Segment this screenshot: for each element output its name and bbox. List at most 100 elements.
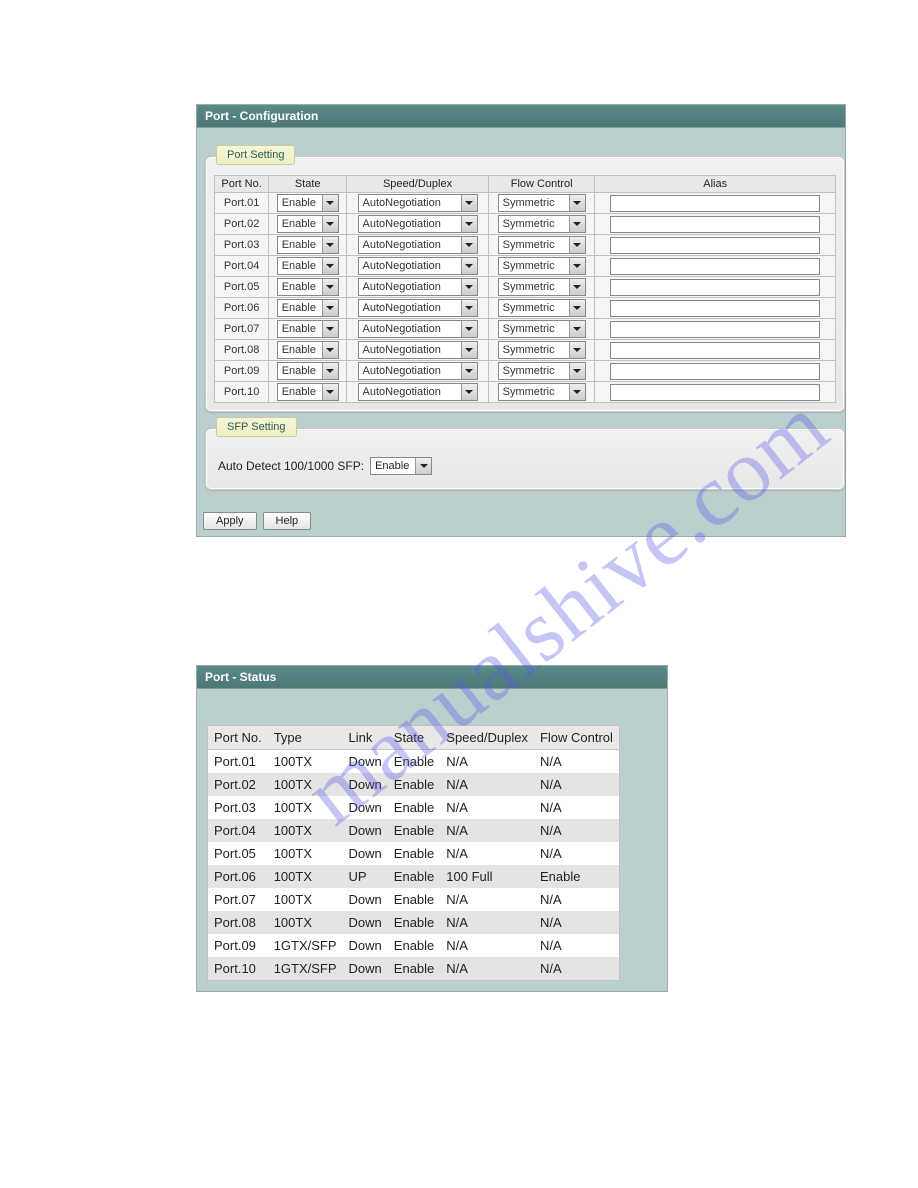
chevron-down-icon bbox=[461, 216, 477, 232]
state-select[interactable]: Enable bbox=[277, 383, 339, 401]
alias-input[interactable] bbox=[610, 300, 820, 317]
alias-input[interactable] bbox=[610, 258, 820, 275]
status-speed-duplex: N/A bbox=[440, 957, 534, 981]
alias-input[interactable] bbox=[610, 363, 820, 380]
speed-duplex-select[interactable]: AutoNegotiation bbox=[358, 341, 478, 359]
state-select[interactable]: Enable bbox=[277, 236, 339, 254]
speed-value: AutoNegotiation bbox=[359, 195, 461, 211]
chevron-down-icon bbox=[569, 384, 585, 400]
status-row: Port.04100TXDownEnableN/AN/A bbox=[208, 819, 620, 842]
alias-input[interactable] bbox=[610, 384, 820, 401]
status-flow-control: N/A bbox=[534, 750, 619, 774]
state-value: Enable bbox=[278, 195, 322, 211]
flow-control-select[interactable]: Symmetric bbox=[498, 362, 586, 380]
status-speed-duplex: N/A bbox=[440, 842, 534, 865]
speed-value: AutoNegotiation bbox=[359, 300, 461, 316]
flow-control-select[interactable]: Symmetric bbox=[498, 299, 586, 317]
state-select[interactable]: Enable bbox=[277, 299, 339, 317]
speed-duplex-select[interactable]: AutoNegotiation bbox=[358, 362, 478, 380]
state-value: Enable bbox=[278, 237, 322, 253]
state-select[interactable]: Enable bbox=[277, 257, 339, 275]
status-state: Enable bbox=[388, 934, 440, 957]
alias-input[interactable] bbox=[610, 195, 820, 212]
alias-input[interactable] bbox=[610, 216, 820, 233]
status-link: Down bbox=[343, 773, 388, 796]
apply-button[interactable]: Apply bbox=[203, 512, 257, 530]
col-flow-control: Flow Control bbox=[488, 176, 595, 193]
port-setting-row: Port.05EnableAutoNegotiationSymmetric bbox=[215, 277, 836, 298]
status-type: 100TX bbox=[268, 842, 343, 865]
col-speed-duplex: Speed/Duplex bbox=[347, 176, 489, 193]
flow-value: Symmetric bbox=[499, 363, 569, 379]
status-flow-control: N/A bbox=[534, 934, 619, 957]
port-configuration-panel: Port - Configuration Port Setting Port N… bbox=[196, 104, 846, 537]
speed-duplex-select[interactable]: AutoNegotiation bbox=[358, 236, 478, 254]
speed-value: AutoNegotiation bbox=[359, 237, 461, 253]
flow-control-select[interactable]: Symmetric bbox=[498, 215, 586, 233]
port-setting-row: Port.06EnableAutoNegotiationSymmetric bbox=[215, 298, 836, 319]
speed-duplex-select[interactable]: AutoNegotiation bbox=[358, 299, 478, 317]
flow-control-select[interactable]: Symmetric bbox=[498, 341, 586, 359]
status-port-no: Port.10 bbox=[208, 957, 268, 981]
speed-duplex-select[interactable]: AutoNegotiation bbox=[358, 383, 478, 401]
status-state: Enable bbox=[388, 957, 440, 981]
port-setting-row: Port.10EnableAutoNegotiationSymmetric bbox=[215, 382, 836, 403]
state-select[interactable]: Enable bbox=[277, 320, 339, 338]
flow-control-select[interactable]: Symmetric bbox=[498, 320, 586, 338]
alias-input[interactable] bbox=[610, 279, 820, 296]
state-value: Enable bbox=[278, 384, 322, 400]
state-select[interactable]: Enable bbox=[277, 278, 339, 296]
speed-duplex-select[interactable]: AutoNegotiation bbox=[358, 257, 478, 275]
status-type: 100TX bbox=[268, 773, 343, 796]
alias-input[interactable] bbox=[610, 321, 820, 338]
flow-control-select[interactable]: Symmetric bbox=[498, 278, 586, 296]
speed-duplex-select[interactable]: AutoNegotiation bbox=[358, 320, 478, 338]
status-type: 1GTX/SFP bbox=[268, 934, 343, 957]
flow-control-select[interactable]: Symmetric bbox=[498, 257, 586, 275]
chevron-down-icon bbox=[322, 321, 338, 337]
status-speed-duplex: N/A bbox=[440, 888, 534, 911]
status-state: Enable bbox=[388, 888, 440, 911]
sfp-setting-fieldset: SFP Setting Auto Detect 100/1000 SFP: En… bbox=[205, 428, 845, 490]
state-select[interactable]: Enable bbox=[277, 194, 339, 212]
button-row: Apply Help bbox=[197, 508, 845, 536]
sfp-select[interactable]: Enable bbox=[370, 457, 432, 475]
status-flow-control: Enable bbox=[534, 865, 619, 888]
flow-control-select[interactable]: Symmetric bbox=[498, 383, 586, 401]
status-col-speed-duplex: Speed/Duplex bbox=[440, 726, 534, 750]
port-no-cell: Port.03 bbox=[215, 235, 269, 256]
speed-duplex-select[interactable]: AutoNegotiation bbox=[358, 278, 478, 296]
state-value: Enable bbox=[278, 216, 322, 232]
help-button[interactable]: Help bbox=[263, 512, 312, 530]
speed-duplex-select[interactable]: AutoNegotiation bbox=[358, 194, 478, 212]
port-status-table: Port No. Type Link State Speed/Duplex Fl… bbox=[207, 725, 620, 981]
status-col-flow-control: Flow Control bbox=[534, 726, 619, 750]
state-select[interactable]: Enable bbox=[277, 341, 339, 359]
status-port-no: Port.09 bbox=[208, 934, 268, 957]
chevron-down-icon bbox=[569, 279, 585, 295]
state-value: Enable bbox=[278, 258, 322, 274]
chevron-down-icon bbox=[569, 237, 585, 253]
state-select[interactable]: Enable bbox=[277, 215, 339, 233]
speed-value: AutoNegotiation bbox=[359, 279, 461, 295]
status-speed-duplex: N/A bbox=[440, 796, 534, 819]
status-flow-control: N/A bbox=[534, 819, 619, 842]
chevron-down-icon bbox=[461, 237, 477, 253]
alias-input[interactable] bbox=[610, 237, 820, 254]
status-link: Down bbox=[343, 750, 388, 774]
speed-duplex-select[interactable]: AutoNegotiation bbox=[358, 215, 478, 233]
status-flow-control: N/A bbox=[534, 911, 619, 934]
status-type: 100TX bbox=[268, 911, 343, 934]
flow-control-select[interactable]: Symmetric bbox=[498, 194, 586, 212]
status-speed-duplex: N/A bbox=[440, 819, 534, 842]
status-port-no: Port.04 bbox=[208, 819, 268, 842]
status-type: 100TX bbox=[268, 888, 343, 911]
chevron-down-icon bbox=[569, 342, 585, 358]
state-select[interactable]: Enable bbox=[277, 362, 339, 380]
status-type: 100TX bbox=[268, 865, 343, 888]
status-port-no: Port.08 bbox=[208, 911, 268, 934]
flow-control-select[interactable]: Symmetric bbox=[498, 236, 586, 254]
status-flow-control: N/A bbox=[534, 773, 619, 796]
status-row: Port.07100TXDownEnableN/AN/A bbox=[208, 888, 620, 911]
alias-input[interactable] bbox=[610, 342, 820, 359]
